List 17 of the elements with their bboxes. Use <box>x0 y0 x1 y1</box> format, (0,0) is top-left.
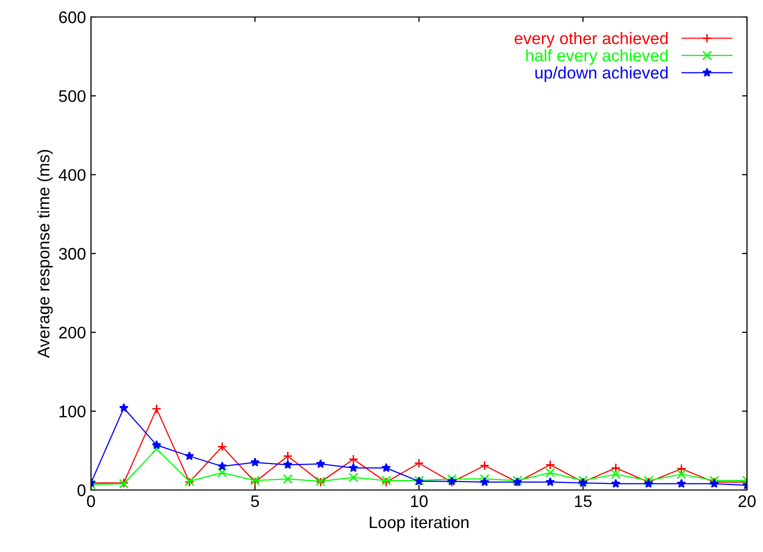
x-tick-label: 20 <box>738 495 756 508</box>
y-tick-label: 200 <box>59 326 86 339</box>
y-tick-label: 300 <box>58 248 86 260</box>
x-tick-label: 10 <box>411 495 428 508</box>
y-tick-label: 600 <box>59 11 86 24</box>
y-axis-title: Average response time (ms) <box>37 150 53 358</box>
x-tick-label: 5 <box>251 495 259 508</box>
legend-label: up/down achieved <box>535 66 668 82</box>
y-tick-label: 100 <box>60 406 86 418</box>
x-tick-label: 15 <box>575 495 592 508</box>
y-tick-label: 400 <box>58 169 86 181</box>
y-tick-label: 500 <box>59 90 86 102</box>
x-axis-title: Loop iteration <box>370 516 468 532</box>
legend-label: half every achieved <box>526 49 668 65</box>
x-tick-label: 0 <box>87 495 95 508</box>
legend-label: every other achieved <box>514 32 668 48</box>
y-tick-label: 0 <box>78 484 86 496</box>
